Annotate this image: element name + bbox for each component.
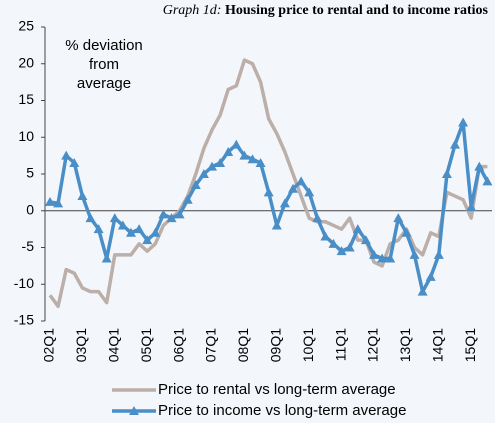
x-tick-label: 10Q1 — [300, 328, 316, 362]
legend-label: Price to rental vs long-term average — [158, 381, 396, 398]
point-marker — [344, 242, 355, 252]
point-marker — [377, 253, 388, 263]
y-tick-label: -10 — [14, 275, 34, 291]
x-tick-label: 14Q1 — [430, 328, 446, 362]
point-marker — [433, 249, 444, 259]
point-marker — [425, 271, 436, 281]
point-marker — [61, 150, 72, 160]
point-marker — [93, 224, 104, 234]
point-marker — [215, 157, 226, 167]
point-marker — [126, 227, 136, 237]
point-marker — [474, 161, 485, 171]
point-marker — [45, 196, 55, 206]
y-tick-label: 10 — [18, 128, 34, 144]
x-tick-label: 12Q1 — [365, 328, 381, 362]
point-marker — [101, 253, 112, 263]
y-tick-label: 20 — [18, 54, 34, 70]
point-marker — [190, 180, 201, 190]
point-marker — [117, 220, 128, 230]
title-prefix: Graph 1d: — [163, 3, 222, 18]
annotation: % deviation from average — [65, 37, 143, 92]
x-tick-label: 07Q1 — [203, 328, 219, 362]
point-marker — [69, 157, 80, 167]
point-marker — [320, 231, 331, 241]
x-tick-label: 02Q1 — [41, 328, 57, 362]
point-marker — [360, 235, 371, 245]
point-marker — [134, 224, 145, 234]
point-marker — [352, 224, 363, 234]
x-tick-label: 15Q1 — [462, 328, 478, 362]
point-marker — [198, 169, 209, 178]
x-tick-label: 04Q1 — [106, 328, 122, 362]
point-marker — [271, 220, 282, 230]
point-marker — [304, 187, 315, 197]
point-marker — [182, 194, 193, 204]
y-tick-label: 0 — [26, 201, 34, 217]
point-marker — [458, 117, 469, 127]
x-tick-label: 06Q1 — [170, 328, 186, 362]
point-marker — [385, 253, 396, 263]
series-line — [49, 120, 489, 294]
point-marker — [393, 213, 404, 223]
point-marker — [223, 146, 234, 156]
point-marker — [158, 209, 169, 219]
point-marker — [53, 198, 64, 208]
chart-title: Graph 1d: Housing price to rental and to… — [163, 3, 489, 18]
point-marker — [312, 213, 323, 223]
point-marker — [109, 213, 120, 223]
point-marker — [255, 157, 266, 167]
legend-marker — [129, 406, 139, 415]
point-marker — [369, 249, 379, 259]
point-marker — [207, 161, 217, 171]
x-tick-label: 11Q1 — [332, 328, 348, 361]
point-marker — [150, 227, 161, 237]
point-marker — [417, 286, 428, 296]
point-marker — [166, 213, 177, 223]
point-marker — [466, 202, 477, 212]
x-tick-label: 05Q1 — [138, 328, 154, 362]
title-main: Housing price to rental and to income ra… — [225, 3, 489, 18]
point-marker — [279, 198, 290, 208]
y-tick-label: 25 — [18, 18, 34, 34]
point-marker — [247, 154, 258, 164]
point-marker — [239, 150, 250, 160]
point-marker — [174, 209, 185, 219]
x-tick-label: 09Q1 — [268, 328, 284, 362]
y-tick-label: -15 — [14, 312, 34, 328]
point-marker — [336, 246, 347, 256]
y-tick-label: 5 — [26, 165, 34, 181]
point-marker — [288, 183, 298, 193]
point-marker — [401, 227, 412, 237]
point-marker — [482, 176, 493, 186]
point-marker — [441, 169, 452, 178]
point-marker — [296, 176, 307, 186]
legend-label: Price to income vs long-term average — [158, 402, 406, 419]
y-tick-label: 15 — [18, 91, 34, 107]
y-tick-label: -5 — [22, 238, 35, 254]
series-line — [48, 58, 488, 309]
x-tick-label: 08Q1 — [235, 328, 251, 362]
point-marker — [450, 139, 460, 149]
point-marker — [77, 191, 88, 201]
x-tick-label: 13Q1 — [397, 328, 413, 362]
x-tick-label: 03Q1 — [73, 328, 89, 362]
point-marker — [328, 238, 339, 248]
point-marker — [409, 249, 420, 259]
point-marker — [263, 187, 274, 197]
point-marker — [85, 213, 96, 223]
point-marker — [142, 235, 153, 245]
point-marker — [231, 139, 242, 149]
